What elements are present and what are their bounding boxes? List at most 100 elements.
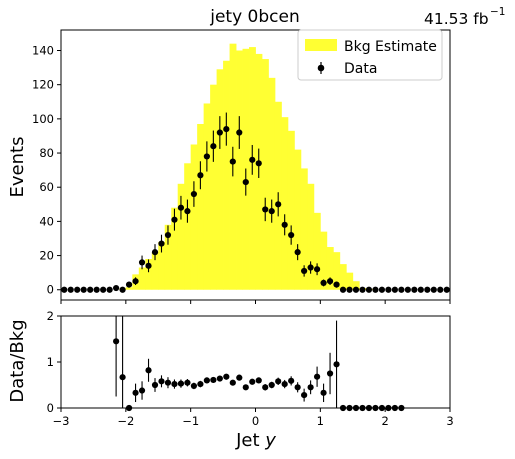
data-marker	[67, 286, 74, 293]
data-point	[106, 286, 113, 293]
bkg-bar	[333, 252, 341, 290]
ratio-marker	[275, 378, 282, 385]
data-point	[177, 195, 185, 220]
ratio-marker	[184, 379, 191, 386]
ratio-point	[145, 358, 152, 382]
ratio-marker	[229, 379, 236, 386]
ratio-axes-frame	[60, 315, 451, 409]
legend-data-label: Data	[344, 61, 377, 77]
ratio-marker	[203, 377, 210, 384]
data-marker	[346, 286, 353, 293]
legend-data-marker	[317, 64, 325, 72]
data-point	[74, 286, 81, 293]
bkg-bar	[346, 272, 354, 290]
data-marker	[184, 208, 191, 215]
ytick-label: 120	[32, 78, 54, 92]
ratio-marker	[164, 379, 172, 386]
data-marker	[87, 286, 94, 293]
data-point	[190, 181, 198, 207]
ratio-marker	[210, 376, 217, 384]
bkg-bar	[268, 77, 276, 290]
data-point	[320, 279, 327, 287]
data-marker	[333, 281, 340, 288]
bkg-bar	[145, 258, 153, 290]
data-point	[93, 286, 100, 293]
ratio-point	[151, 378, 159, 392]
data-point	[333, 281, 340, 288]
data-marker	[119, 286, 126, 293]
data-point	[398, 286, 405, 293]
data-point	[249, 144, 256, 175]
bkg-bar	[184, 163, 192, 290]
legend: Bkg Estimate Data	[297, 29, 443, 81]
data-point	[391, 286, 398, 293]
main-ylabel: Events	[7, 137, 28, 198]
ratio-marker	[249, 378, 256, 385]
ratio-marker	[119, 374, 126, 381]
data-point	[443, 286, 450, 293]
data-marker	[210, 143, 217, 150]
bkg-bar	[352, 281, 360, 290]
ratio-point	[132, 383, 139, 403]
data-point	[372, 286, 379, 293]
data-marker	[93, 286, 100, 293]
data-marker	[404, 286, 411, 293]
ratio-marker	[171, 380, 178, 388]
bkg-bar	[339, 264, 347, 290]
data-point	[307, 261, 314, 274]
data-marker	[268, 208, 275, 215]
data-marker	[151, 249, 159, 256]
bkg-bar	[281, 117, 289, 290]
data-marker	[365, 286, 373, 293]
data-point	[132, 277, 139, 286]
data-point	[125, 281, 133, 288]
bkg-bar	[210, 84, 217, 290]
bkg-bar	[300, 168, 308, 290]
data-marker	[74, 286, 81, 293]
bkg-bar	[197, 123, 205, 290]
ratio-marker	[190, 382, 198, 390]
data-marker	[339, 286, 347, 293]
ratio-marker	[177, 380, 185, 387]
data-marker	[320, 279, 327, 287]
ratio-marker	[320, 389, 327, 396]
data-marker	[385, 286, 392, 293]
ratio-point	[242, 384, 249, 391]
ratio-point	[307, 380, 314, 395]
data-marker	[177, 204, 185, 211]
ratio-point	[275, 377, 282, 385]
data-marker	[378, 286, 386, 293]
legend-bkg-label: Bkg Estimate	[344, 39, 437, 55]
ratio-point	[216, 375, 223, 382]
data-point	[359, 286, 366, 293]
bkg-bar	[125, 287, 133, 290]
data-point	[229, 146, 236, 177]
data-point	[339, 286, 347, 293]
ratio-point	[313, 366, 321, 387]
data-point	[352, 286, 360, 293]
data-marker	[326, 278, 334, 285]
data-marker	[391, 286, 398, 293]
data-marker	[106, 286, 113, 293]
ratio-marker	[151, 381, 159, 389]
data-point	[437, 286, 444, 293]
data-marker	[203, 153, 210, 160]
data-marker	[301, 267, 308, 275]
ytick-label: 140	[32, 44, 54, 58]
bkg-bar	[294, 149, 302, 290]
data-marker	[158, 240, 165, 247]
data-point	[113, 284, 120, 292]
data-point	[203, 141, 210, 172]
data-marker	[294, 249, 301, 256]
data-marker	[352, 286, 360, 293]
data-marker	[190, 190, 198, 198]
ratio-point	[223, 373, 230, 380]
ratio-marker	[301, 392, 308, 399]
data-point	[119, 286, 126, 293]
ratio-point	[262, 384, 269, 391]
data-marker	[171, 216, 178, 223]
data-point	[294, 244, 301, 261]
xtick-label: −3	[53, 414, 70, 428]
data-point	[223, 112, 230, 146]
